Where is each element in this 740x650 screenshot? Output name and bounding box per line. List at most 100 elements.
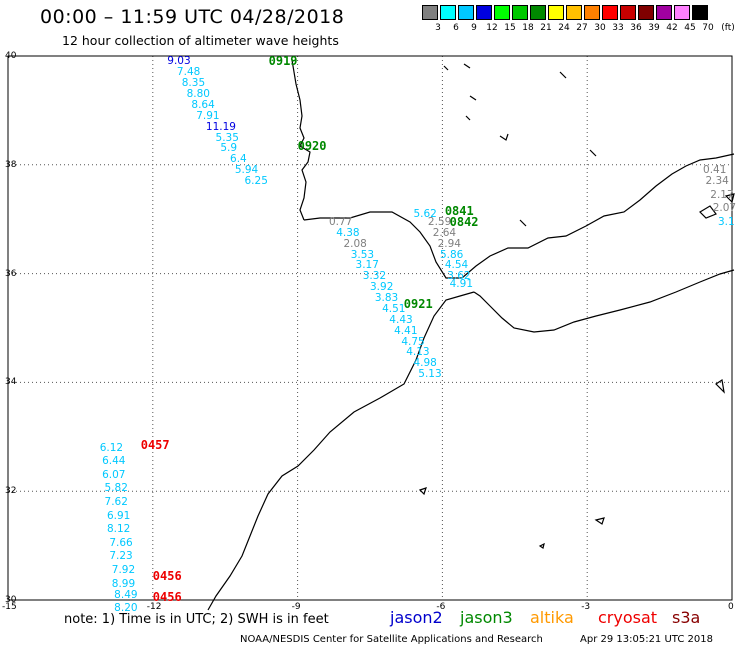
pass-time-label: 0920: [297, 138, 327, 153]
legend-swatch: [674, 5, 690, 20]
pass-time-label: 0456: [152, 590, 182, 605]
satellite-name: jason2: [390, 608, 443, 627]
legend-label: 33: [612, 23, 624, 33]
generated-timestamp: Apr 29 13:05:21 UTC 2018: [580, 634, 713, 645]
inland-feature-2: [465, 115, 471, 121]
legend-label: 15: [504, 23, 516, 33]
legend-label: 30: [594, 23, 606, 33]
wave-height-value: 7.23: [109, 550, 133, 563]
wave-height-value: 3.92: [370, 281, 394, 294]
coastline-africa-north: [473, 269, 735, 333]
pass-time-label: 0457: [140, 437, 170, 452]
legend-label: 39: [648, 23, 660, 33]
map-frame: [7, 55, 733, 601]
wave-height-value: 0.41: [703, 164, 727, 177]
wave-height-value: 4.98: [413, 357, 437, 370]
legend-label: 9: [471, 23, 477, 33]
wave-height-value: 6.4: [230, 153, 247, 166]
satellite-name: cryosat: [598, 608, 658, 627]
wave-height-value: 7.91: [196, 109, 220, 122]
wave-height-value: 4.38: [336, 226, 360, 239]
legend-swatch: [566, 5, 582, 20]
coastline: [207, 59, 735, 611]
wave-height-value: 8.20: [114, 602, 138, 615]
wave-height-value: 3.53: [350, 248, 375, 261]
coastline-iberia-south: [303, 153, 735, 279]
wave-height-value: 7.92: [111, 564, 136, 577]
pass-time-label: 0841: [444, 204, 474, 219]
island-balearic-1: [699, 205, 717, 219]
longitude-label: -9: [291, 602, 301, 612]
inland-feature-4: [559, 71, 567, 79]
wave-height-value: 4.41: [394, 324, 418, 337]
wave-height-value: 2.64: [432, 226, 457, 239]
wave-height-value: 5.62: [413, 207, 437, 220]
island-madeira: [418, 487, 427, 496]
legend-swatch: [692, 5, 708, 20]
longitude-label: 0: [728, 602, 734, 612]
legend-swatch: [476, 5, 492, 20]
longitude-label: -3: [581, 602, 591, 612]
inland-feature-5: [463, 63, 471, 69]
island-sardinia: [715, 378, 725, 394]
wave-height-value: 5.35: [215, 131, 239, 144]
wave-height-value: 2.59: [427, 215, 452, 228]
longitude-label: -12: [146, 602, 162, 612]
legend-label: 42: [666, 23, 678, 33]
wave-height-value: 8.35: [181, 77, 206, 90]
legend-label: 3: [435, 23, 441, 33]
latitude-label: 36: [5, 268, 17, 279]
wave-height-value: 2.34: [705, 175, 729, 188]
wave-height-value: 3.62: [447, 270, 471, 283]
footer-note: note: 1) Time is in UTC; 2) SWH is in fe…: [64, 612, 329, 627]
coastline-africa-west: [207, 291, 475, 611]
legend-swatch: [512, 5, 528, 20]
wave-height-value: 11.19: [205, 120, 236, 133]
legend-label: 12: [486, 23, 498, 33]
legend-label: 27: [576, 23, 588, 33]
legend-label: 24: [558, 23, 570, 33]
inland-feature-6: [589, 149, 597, 157]
legend-swatch: [458, 5, 474, 20]
legend-label: 45: [684, 23, 696, 33]
wave-height-value: 5.82: [104, 482, 128, 495]
latitude-label: 30: [5, 595, 17, 605]
latitude-label: 34: [5, 377, 17, 388]
legend-swatch: [620, 5, 636, 20]
longitude-label: -6: [436, 602, 446, 612]
wave-height-value: 6.25: [244, 175, 268, 188]
latitude-label: 38: [5, 159, 17, 170]
longitude-label: -15: [2, 602, 17, 612]
legend-label: 6: [453, 23, 459, 33]
pass-time-label: 0456: [152, 568, 182, 583]
pass-time-label: 0921: [403, 296, 433, 311]
latitude-label: 32: [5, 486, 17, 497]
wave-height-value: 8.12: [106, 523, 131, 536]
wave-height-value: 5.94: [234, 164, 259, 177]
wave-height-value: 0.77: [328, 215, 353, 228]
legend-label: 36: [630, 23, 642, 33]
wave-height-value: 8.64: [191, 98, 215, 111]
wave-height-value: 6.44: [102, 455, 126, 468]
wave-height-value: 5.86: [439, 248, 464, 261]
wave-height-value: 9.03: [167, 55, 191, 68]
wave-height-value: 2.94: [437, 237, 461, 250]
island-1: [594, 517, 605, 525]
legend-swatch: [548, 5, 564, 20]
legend-swatch: [530, 5, 546, 20]
wave-height-value: 8.49: [114, 588, 138, 601]
wave-height-value: 3.32: [362, 270, 387, 283]
legend-swatch: [602, 5, 618, 20]
graticule: [8, 56, 732, 600]
wave-height-value: 4.43: [389, 313, 413, 326]
legend-swatch: [494, 5, 510, 20]
map-subtitle: 12 hour collection of altimeter wave hei…: [62, 33, 339, 48]
legend-swatch: [584, 5, 600, 20]
credit-text: NOAA/NESDIS Center for Satellite Applica…: [240, 634, 543, 645]
legend-label: 70: [702, 23, 714, 33]
wave-height-value: 7.62: [104, 496, 128, 509]
island-balearic-2: [724, 193, 735, 204]
wave-height-value: 7.48: [176, 66, 201, 79]
wave-height-value: 7.66: [109, 536, 133, 549]
legend-swatch: [638, 5, 654, 20]
